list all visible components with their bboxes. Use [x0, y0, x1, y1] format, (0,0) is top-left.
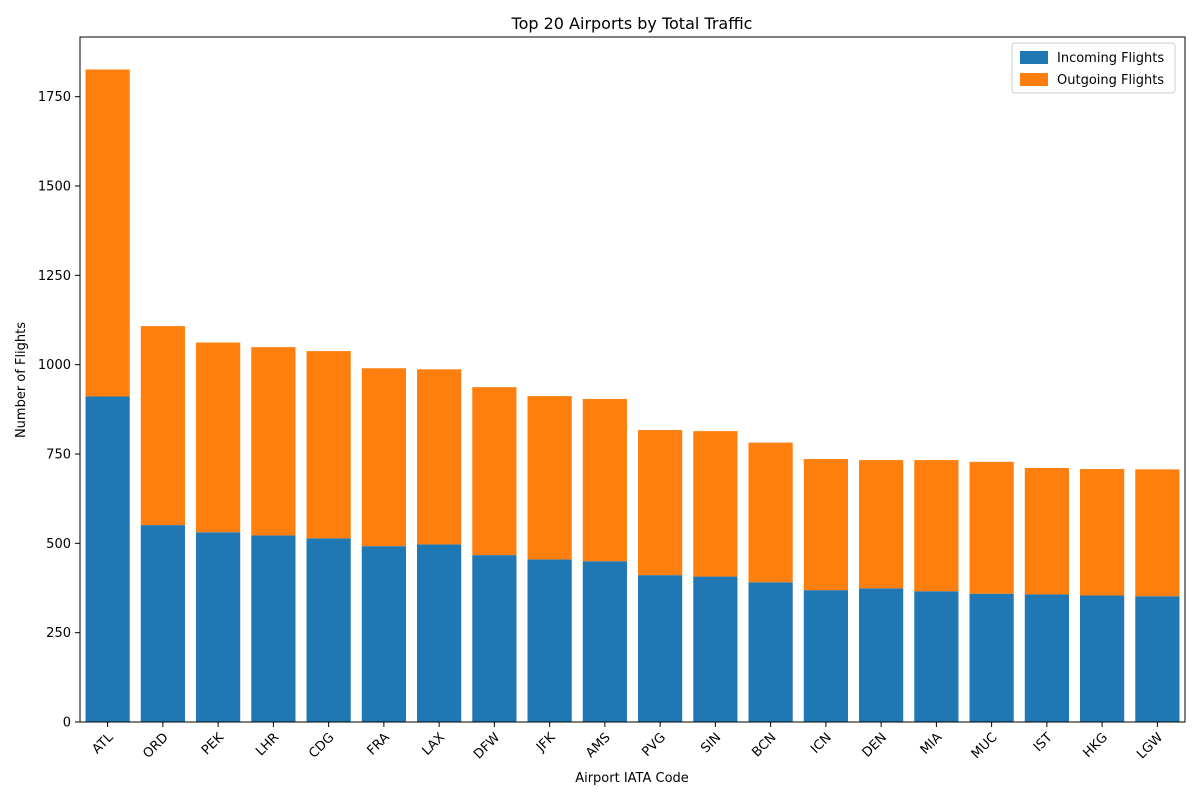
bar-incoming-lgw	[1135, 596, 1180, 722]
y-tick-label: 250	[46, 626, 71, 641]
bar-outgoing-den	[859, 460, 904, 589]
bar-incoming-icn	[803, 590, 848, 722]
bar-outgoing-hkg	[1080, 469, 1125, 596]
bar-incoming-bcn	[748, 582, 793, 722]
bar-outgoing-lax	[417, 369, 462, 545]
bar-outgoing-mia	[914, 460, 959, 592]
bar-outgoing-pvg	[638, 430, 683, 576]
bar-incoming-fra	[361, 546, 406, 722]
bar-incoming-mia	[914, 591, 959, 722]
y-tick-label: 1500	[38, 180, 71, 195]
bar-outgoing-sin	[693, 431, 738, 577]
bar-incoming-ist	[1024, 594, 1069, 722]
y-axis-label: Number of Flights	[14, 322, 29, 438]
bar-outgoing-cdg	[306, 351, 351, 539]
x-axis: ATL ORD PEK LHR CDG FRA LAX DFW JFK AMS PVG SIN BCN I…	[90, 722, 1166, 762]
bar-outgoing-icn	[803, 459, 848, 591]
bar-outgoing-ist	[1024, 467, 1069, 595]
bar-incoming-ams	[582, 561, 627, 722]
bars-layer	[85, 69, 1180, 722]
bar-incoming-pek	[196, 532, 241, 722]
bar-incoming-hkg	[1080, 595, 1125, 722]
y-tick-label: 750	[46, 448, 71, 463]
x-tick-label-bcn: BCN	[749, 730, 779, 760]
bar-incoming-lhr	[251, 535, 296, 722]
x-tick-label-atl: ATL	[90, 730, 117, 757]
bar-outgoing-dfw	[472, 387, 517, 556]
legend: Incoming Flights Outgoing Flights	[1011, 42, 1176, 94]
x-tick-label-ams: AMS	[583, 730, 614, 761]
bar-outgoing-lhr	[251, 347, 296, 536]
x-tick-label-jfk: JFK	[533, 730, 559, 756]
plot-frame	[79, 36, 1186, 723]
x-tick-label-pvg: PVG	[639, 730, 669, 760]
x-tick-label-dfw: DFW	[471, 730, 503, 762]
x-tick-label-icn: ICN	[808, 730, 835, 757]
x-tick-label-sin: SIN	[698, 730, 724, 756]
bar-outgoing-pek	[196, 342, 241, 533]
bar-outgoing-jfk	[527, 396, 572, 560]
x-axis-label: Airport IATA Code	[575, 771, 689, 786]
x-tick-label-den: DEN	[860, 730, 890, 760]
x-tick-label-lax: LAX	[419, 730, 448, 759]
bar-outgoing-bcn	[748, 442, 793, 583]
x-tick-label-lgw: LGW	[1134, 730, 1166, 762]
bar-incoming-pvg	[638, 575, 683, 722]
x-tick-label-mia: MIA	[918, 730, 946, 758]
bar-incoming-sin	[693, 576, 738, 722]
y-axis: 0 250 500 750 1000 1250 1500 1750	[38, 90, 80, 731]
bar-outgoing-ord	[140, 326, 185, 526]
x-tick-label-cdg: CDG	[306, 730, 337, 761]
chart-title: Top 20 Airports by Total Traffic	[511, 14, 753, 33]
legend-swatch-incoming	[1020, 51, 1048, 64]
bar-outgoing-muc	[969, 461, 1014, 594]
y-tick-label: 1000	[38, 358, 71, 373]
bar-incoming-atl	[85, 396, 130, 722]
bar-incoming-cdg	[306, 538, 351, 722]
x-tick-label-ord: ORD	[140, 730, 171, 761]
x-tick-label-ist: IST	[1031, 730, 1056, 755]
bar-incoming-muc	[969, 593, 1014, 722]
bar-incoming-jfk	[527, 559, 572, 722]
y-tick-label: 1250	[38, 269, 71, 284]
x-tick-label-pek: PEK	[199, 730, 227, 758]
y-tick-label: 1750	[38, 90, 71, 105]
y-tick-label: 0	[63, 716, 71, 731]
bar-incoming-lax	[417, 544, 462, 722]
bar-outgoing-ams	[582, 398, 627, 562]
x-tick-label-hkg: HKG	[1080, 730, 1111, 761]
legend-frame	[1011, 42, 1176, 94]
x-tick-label-lhr: LHR	[253, 730, 282, 759]
legend-label-outgoing: Outgoing Flights	[1057, 73, 1164, 88]
x-tick-label-fra: FRA	[365, 730, 393, 758]
bar-incoming-den	[859, 588, 904, 722]
legend-label-incoming: Incoming Flights	[1057, 51, 1164, 66]
legend-swatch-outgoing	[1020, 73, 1048, 86]
bar-incoming-dfw	[472, 555, 517, 722]
bar-outgoing-atl	[85, 69, 130, 397]
bar-incoming-ord	[140, 525, 185, 722]
bar-outgoing-lgw	[1135, 469, 1180, 597]
y-tick-label: 500	[46, 537, 71, 552]
bar-outgoing-fra	[361, 368, 406, 547]
x-tick-label-muc: MUC	[969, 730, 1001, 762]
